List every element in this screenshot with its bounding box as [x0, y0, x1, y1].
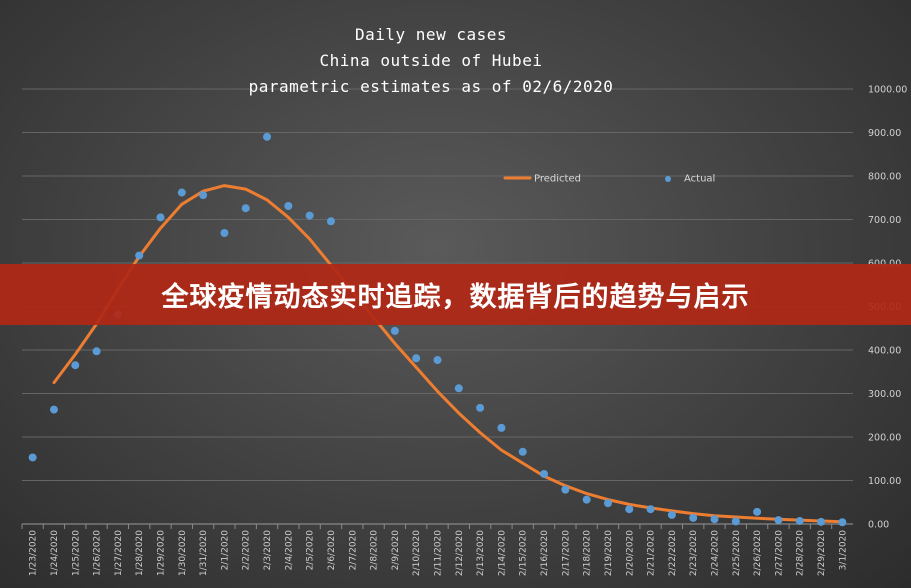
- actual-data-point: [689, 513, 698, 522]
- y-tick-label: 900.00: [868, 128, 901, 139]
- x-tick-label: 2/12/2020: [455, 530, 465, 576]
- x-tick-label: 2/4/2020: [284, 530, 294, 571]
- x-tick-label: 1/26/2020: [93, 530, 103, 576]
- x-tick-label: 1/28/2020: [135, 530, 145, 576]
- actual-data-point: [774, 516, 783, 525]
- x-tick-label: 2/25/2020: [732, 530, 742, 576]
- actual-data-point: [795, 516, 804, 525]
- actual-data-point: [838, 518, 847, 527]
- x-tick-label: 2/11/2020: [434, 530, 444, 576]
- x-tick-label: 1/30/2020: [178, 530, 188, 576]
- x-tick-label: 2/1/2020: [220, 530, 230, 571]
- actual-data-point: [220, 228, 229, 237]
- x-tick-label: 2/26/2020: [753, 530, 763, 576]
- y-tick-label: 300.00: [868, 389, 901, 400]
- actual-data-point: [241, 204, 250, 213]
- x-tick-label: 1/24/2020: [50, 530, 60, 576]
- actual-data-point: [49, 405, 58, 414]
- x-tick-label: 2/27/2020: [774, 530, 784, 576]
- chart-title-line-2: China outside of Hubei: [319, 51, 543, 70]
- y-tick-label: 700.00: [868, 215, 901, 226]
- x-tick-label: 1/25/2020: [71, 530, 81, 576]
- actual-data-point: [582, 495, 591, 504]
- legend-actual-swatch: [665, 176, 671, 182]
- x-tick-label: 2/28/2020: [796, 530, 806, 576]
- actual-data-point: [390, 326, 399, 335]
- x-tick-label: 2/22/2020: [668, 530, 678, 576]
- x-tick-label: 2/23/2020: [689, 530, 699, 576]
- actual-data-point: [646, 505, 655, 514]
- x-tick-label: 2/21/2020: [647, 530, 657, 576]
- actual-data-point: [263, 132, 272, 141]
- actual-data-point: [284, 202, 293, 211]
- actual-data-point: [135, 251, 144, 260]
- x-tick-label: 2/5/2020: [306, 530, 316, 571]
- x-tick-label: 2/8/2020: [370, 530, 380, 571]
- actual-data-point: [817, 517, 826, 526]
- actual-data-point: [177, 188, 186, 197]
- actual-data-point: [603, 499, 612, 508]
- actual-data-point: [497, 423, 506, 432]
- x-tick-label: 1/29/2020: [157, 530, 167, 576]
- chart-title-line-3: parametric estimates as of 02/6/2020: [248, 77, 614, 96]
- actual-data-point: [71, 361, 80, 370]
- actual-data-point: [518, 447, 527, 456]
- x-tick-label: 1/27/2020: [114, 530, 124, 576]
- x-tick-label: 2/18/2020: [583, 530, 593, 576]
- actual-data-point: [625, 505, 634, 514]
- legend-actual-label: Actual: [684, 174, 715, 185]
- x-tick-label: 1/31/2020: [199, 530, 209, 576]
- x-tick-label: 2/7/2020: [348, 530, 358, 571]
- x-tick-label: 2/16/2020: [540, 530, 550, 576]
- actual-data-point: [156, 213, 165, 222]
- actual-data-point: [561, 485, 570, 494]
- legend-predicted-label: Predicted: [534, 174, 581, 185]
- x-tick-label: 2/9/2020: [391, 530, 401, 571]
- x-tick-label: 2/14/2020: [497, 530, 507, 576]
- y-tick-label: 0.00: [868, 520, 889, 531]
- actual-data-point: [305, 211, 314, 220]
- actual-data-point: [28, 453, 37, 462]
- x-tick-label: 2/6/2020: [327, 530, 337, 571]
- headline-text: 全球疫情动态实时追踪，数据背后的趋势与启示: [161, 282, 750, 313]
- x-tick-label: 2/13/2020: [476, 530, 486, 576]
- x-tick-label: 2/3/2020: [263, 530, 273, 571]
- actual-data-point: [412, 354, 421, 363]
- actual-data-point: [476, 403, 485, 412]
- actual-data-point: [710, 515, 719, 524]
- y-tick-label: 100.00: [868, 476, 901, 487]
- x-tick-label: 2/19/2020: [604, 530, 614, 576]
- chart-title-line-1: Daily new cases: [355, 25, 507, 44]
- y-tick-label: 200.00: [868, 433, 901, 444]
- y-tick-label: 400.00: [868, 346, 901, 357]
- actual-data-point: [454, 384, 463, 393]
- x-tick-label: 2/10/2020: [412, 530, 422, 576]
- x-tick-label: 2/20/2020: [625, 530, 635, 576]
- y-tick-label: 800.00: [868, 172, 901, 183]
- x-tick-label: 2/2/2020: [242, 530, 252, 571]
- headline-banner: 全球疫情动态实时追踪，数据背后的趋势与启示: [0, 264, 911, 325]
- y-tick-label: 1000.00: [868, 85, 907, 96]
- predicted-series-line: [52, 184, 844, 524]
- x-tick-label: 2/24/2020: [711, 530, 721, 576]
- x-tick-label: 2/29/2020: [817, 530, 827, 576]
- x-tick-label: 1/23/2020: [29, 530, 39, 576]
- actual-data-point: [731, 517, 740, 526]
- actual-data-point: [199, 191, 208, 200]
- x-tick-label: 2/15/2020: [519, 530, 529, 576]
- x-tick-label: 2/17/2020: [561, 530, 571, 576]
- actual-data-point: [433, 356, 442, 365]
- actual-data-point: [92, 347, 101, 356]
- actual-data-point: [326, 217, 335, 226]
- actual-data-point: [540, 469, 549, 478]
- actual-data-point: [753, 507, 762, 516]
- x-tick-label: 3/1/2020: [838, 530, 848, 571]
- actual-data-point: [667, 510, 676, 519]
